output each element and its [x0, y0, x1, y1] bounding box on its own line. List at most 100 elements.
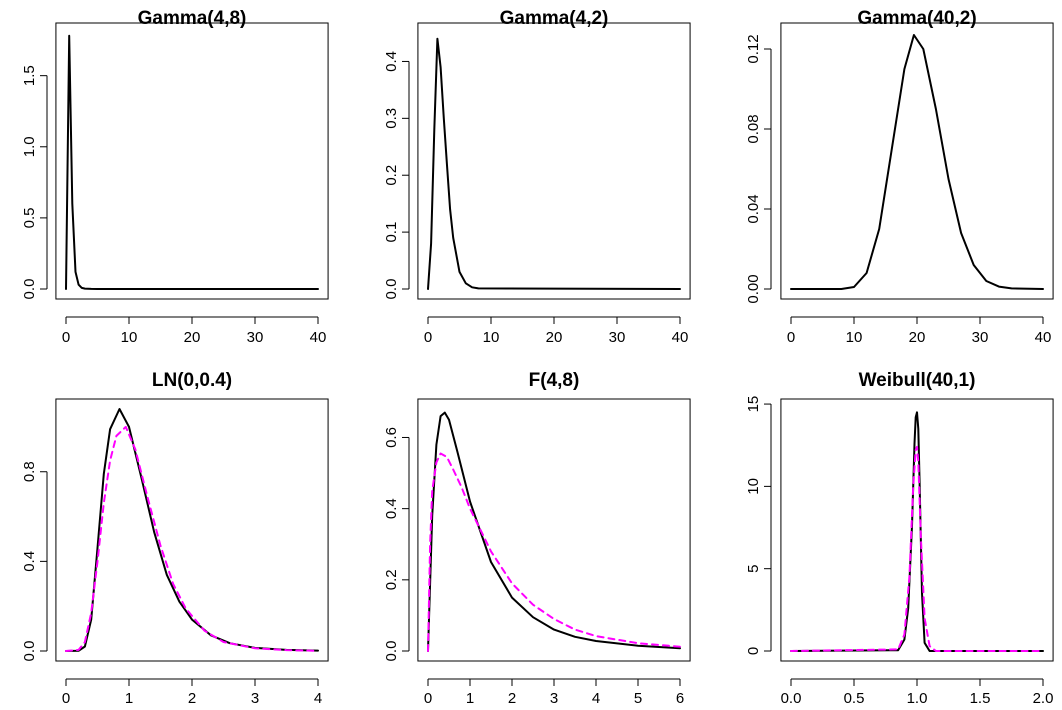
series-group [65, 34, 319, 290]
y-tick-label: 1.0 [21, 136, 38, 157]
y-tick-label: 0.0 [383, 279, 400, 300]
x-axis: 0.0 0.5 1.0 1.5 2.0 [781, 678, 1054, 707]
x-axis: 0 10 20 30 40 [787, 316, 1052, 346]
plot-frame [417, 398, 691, 662]
x-tick-label: 1.0 [907, 690, 928, 707]
x-tick-label: 0 [62, 690, 70, 707]
density-line-dashed [65, 425, 319, 652]
density-line-dashed [790, 445, 1044, 652]
y-axis: 0.0 0.2 0.4 0.6 [383, 427, 410, 662]
y-tick-label: 0.2 [383, 569, 400, 590]
series-group [427, 411, 681, 652]
x-axis: 0 1 2 3 4 [62, 678, 322, 707]
density-line-solid [427, 411, 681, 652]
y-tick-label: 0.4 [383, 51, 400, 72]
x-tick-label: 4 [314, 690, 322, 707]
y-tick-label: 0.4 [21, 551, 38, 572]
y-tick-label: 0.08 [745, 114, 762, 143]
x-axis: 0 1 2 3 4 5 6 [424, 678, 684, 707]
density-line-solid [790, 34, 1044, 290]
plot-frame [55, 22, 329, 300]
y-tick-label: 0.3 [383, 108, 400, 129]
x-tick-label: 1.5 [970, 690, 991, 707]
x-tick-label: 5 [634, 690, 642, 707]
y-axis: 0.0 0.4 0.8 [21, 461, 48, 662]
panel-weibull-40-1: Weibull(40,1) 0.0 0.5 1.0 1.5 2.0 0 5 10 15 [745, 370, 1054, 707]
series-group [790, 34, 1044, 290]
panel-gamma-4-2: Gamma(4,2) 0 10 20 30 40 0.0 0.1 0.2 0.3 0.4 [383, 8, 691, 346]
x-tick-label: 20 [909, 329, 926, 346]
x-tick-label: 30 [247, 329, 264, 346]
plot-frame [55, 398, 329, 662]
x-tick-label: 1 [466, 690, 474, 707]
x-tick-label: 2 [188, 690, 196, 707]
y-tick-label: 0.2 [383, 165, 400, 186]
y-tick-label: 0.0 [21, 279, 38, 300]
y-tick-label: 0 [745, 647, 762, 655]
y-tick-label: 0.00 [745, 274, 762, 303]
y-tick-label: 0.1 [383, 222, 400, 243]
x-tick-label: 2.0 [1033, 690, 1054, 707]
y-axis: 0.00 0.04 0.08 0.12 [745, 34, 772, 304]
panel-gamma-4-8: Gamma(4,8) 0 10 20 30 40 0.0 0.5 1.0 1.5 [21, 8, 329, 346]
y-tick-label: 0.5 [21, 207, 38, 228]
y-axis: 0 5 10 15 [745, 396, 772, 655]
x-axis: 0 10 20 30 40 [62, 316, 327, 346]
x-tick-label: 0 [424, 329, 432, 346]
panel-title: Gamma(4,8) [138, 8, 247, 29]
x-tick-label: 0 [62, 329, 70, 346]
y-tick-label: 15 [745, 396, 762, 413]
plot-frame [417, 22, 691, 300]
y-tick-label: 0.04 [745, 194, 762, 223]
y-tick-label: 10 [745, 478, 762, 495]
x-tick-label: 3 [550, 690, 558, 707]
panel-title: Gamma(40,2) [857, 8, 976, 29]
x-tick-label: 4 [592, 690, 600, 707]
x-axis: 0 10 20 30 40 [424, 316, 689, 346]
y-tick-label: 0.8 [21, 461, 38, 482]
y-axis: 0.0 0.5 1.0 1.5 [21, 65, 48, 300]
y-tick-label: 0.6 [383, 427, 400, 448]
y-tick-label: 0.0 [383, 641, 400, 662]
x-tick-label: 0 [787, 329, 795, 346]
x-tick-label: 20 [546, 329, 563, 346]
panel-title: F(4,8) [529, 370, 580, 391]
density-line-solid [65, 34, 319, 290]
x-tick-label: 1 [125, 690, 133, 707]
panel-f-4-8: F(4,8) 0 1 2 3 4 5 6 0.0 0.2 0.4 0.6 [383, 370, 691, 707]
x-tick-label: 20 [184, 329, 201, 346]
x-tick-label: 40 [672, 329, 689, 346]
x-tick-label: 10 [121, 329, 138, 346]
x-tick-label: 40 [1035, 329, 1052, 346]
y-tick-label: 0.12 [745, 34, 762, 63]
panel-title: Gamma(4,2) [500, 8, 609, 29]
y-tick-label: 5 [745, 565, 762, 573]
series-group [427, 37, 681, 290]
plot-frame [780, 22, 1054, 300]
panel-ln-0-0.4: LN(0,0.4) 0 1 2 3 4 0.0 0.4 0.8 [21, 370, 329, 707]
panel-title: LN(0,0.4) [152, 370, 232, 391]
x-tick-label: 40 [310, 329, 327, 346]
x-tick-label: 2 [508, 690, 516, 707]
x-tick-label: 10 [483, 329, 500, 346]
panel-title: Weibull(40,1) [859, 370, 976, 391]
density-line-solid [427, 37, 681, 290]
series-group [790, 411, 1044, 652]
series-group [65, 408, 319, 652]
y-tick-label: 0.0 [21, 641, 38, 662]
x-tick-label: 0.5 [844, 690, 865, 707]
plot-frame [780, 398, 1054, 662]
density-line-solid [65, 408, 319, 652]
x-tick-label: 6 [676, 690, 684, 707]
x-tick-label: 10 [846, 329, 863, 346]
y-tick-label: 0.4 [383, 498, 400, 519]
x-tick-label: 30 [972, 329, 989, 346]
y-axis: 0.0 0.1 0.2 0.3 0.4 [383, 51, 410, 300]
x-tick-label: 0.0 [781, 690, 802, 707]
density-line-dashed [427, 452, 681, 652]
x-tick-label: 0 [424, 690, 432, 707]
x-tick-label: 3 [251, 690, 259, 707]
panel-gamma-40-2: Gamma(40,2) 0 10 20 30 40 0.00 0.04 0.08 0.12 [745, 8, 1054, 346]
x-tick-label: 30 [609, 329, 626, 346]
